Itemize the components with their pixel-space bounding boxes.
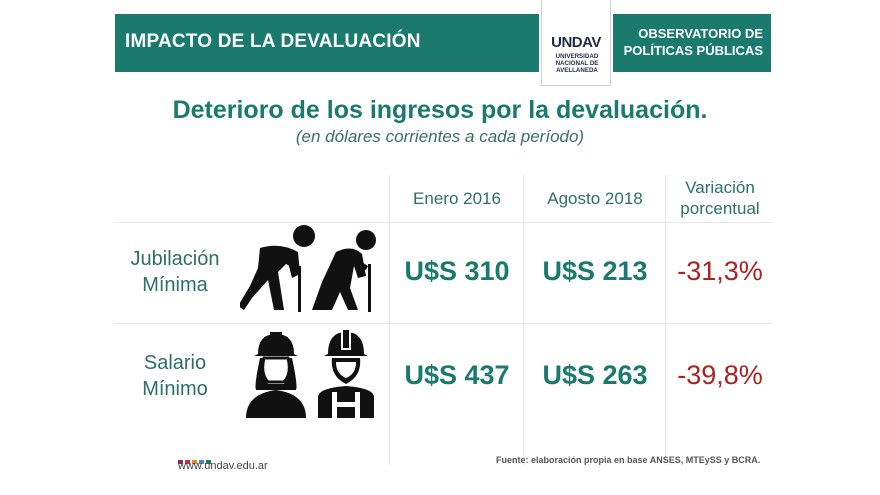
- grid-line: [389, 175, 390, 465]
- grid-line: [115, 323, 772, 324]
- header-banner-left: IMPACTO DE LA DEVALUACIÓN: [115, 14, 539, 72]
- color-dot: [185, 460, 190, 464]
- row-label-jubilacion: Jubilación Mínima: [100, 246, 250, 298]
- page-title: IMPACTO DE LA DEVALUACIÓN: [125, 31, 421, 52]
- sub-heading: (en dólares corrientes a cada período): [295, 127, 585, 146]
- value-salario-enero-2016: U$S 437: [404, 360, 510, 390]
- row-label-line1: Jubilación: [130, 248, 220, 270]
- color-dot: [199, 460, 204, 464]
- col-header-variacion: Variación porcentual: [668, 177, 772, 219]
- logo-subtitle: UNIVERSIDAD NACIONAL DE AVELLANEDA: [546, 53, 608, 74]
- grid-line: [523, 175, 524, 465]
- grid-line: [115, 222, 772, 223]
- elderly-people-icon: [240, 225, 376, 312]
- col-header-variacion-line1: Variación: [685, 178, 755, 197]
- observatory-label: OBSERVATORIO DE POLÍTICAS PÚBLICAS: [624, 25, 763, 59]
- observatory-line-2: POLÍTICAS PÚBLICAS: [623, 43, 763, 58]
- col-header-enero-2016: Enero 2016: [413, 189, 501, 208]
- source-note: Fuente: elaboración propia en base ANSES…: [496, 455, 761, 465]
- row-label-line2: Mínima: [142, 274, 208, 296]
- color-dot: [178, 460, 183, 464]
- row-label-line2: Mínimo: [142, 378, 208, 400]
- brand-color-dots: [178, 451, 213, 469]
- header-banner-right: OBSERVATORIO DE POLÍTICAS PÚBLICAS: [613, 14, 771, 72]
- value-salario-agosto-2018: U$S 263: [542, 360, 648, 390]
- undav-logo: UNDAV UNIVERSIDAD NACIONAL DE AVELLANEDA: [541, 0, 611, 86]
- col-header-variacion-line2: porcentual: [680, 199, 760, 218]
- main-heading: Deterioro de los ingresos por la devalua…: [172, 96, 708, 124]
- logo-sub-3: AVELLANEDA: [556, 67, 598, 74]
- logo-sub-1: UNIVERSIDAD: [555, 53, 599, 60]
- value-jubilacion-agosto-2018: U$S 213: [542, 256, 648, 286]
- logo-sub-2: NACIONAL DE: [555, 60, 599, 67]
- col-header-agosto-2018: Agosto 2018: [547, 189, 643, 208]
- color-dot: [192, 460, 197, 464]
- row-label-line1: Salario: [143, 352, 207, 374]
- value-jubilacion-enero-2016: U$S 310: [404, 256, 510, 286]
- observatory-line-1: OBSERVATORIO DE: [638, 26, 763, 41]
- variation-salario: -39,8%: [677, 360, 763, 390]
- color-dot: [206, 460, 211, 464]
- grid-line: [665, 175, 666, 465]
- logo-mark: UNDAV: [551, 34, 601, 51]
- website-link[interactable]: www.undav.edu.ar: [178, 460, 268, 472]
- row-label-salario: Salario Mínimo: [100, 350, 250, 402]
- workers-helmet-icon: [246, 330, 374, 418]
- variation-jubilacion: -31,3%: [677, 256, 763, 286]
